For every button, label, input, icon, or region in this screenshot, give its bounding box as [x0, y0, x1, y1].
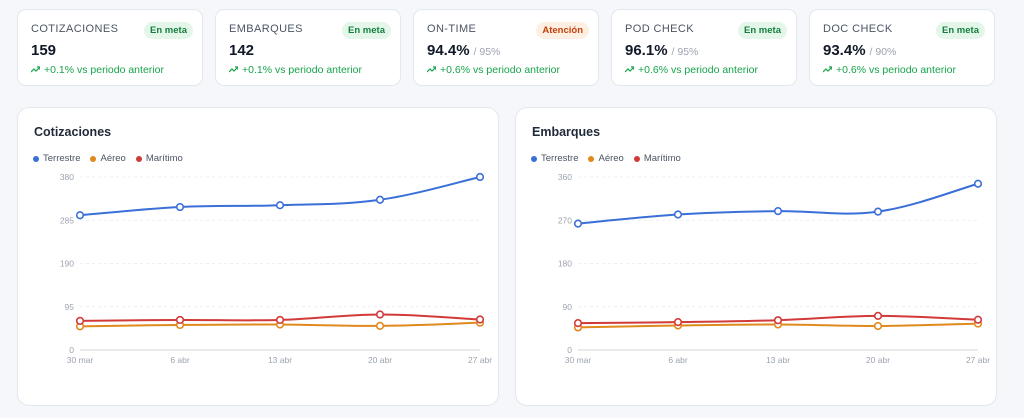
y-tick-label: 180	[558, 259, 572, 269]
kpi-card-on-time[interactable]: ON-TIME Atención 94.4%/ 95% +0.6% vs per…	[413, 9, 599, 86]
y-tick-label: 285	[60, 215, 74, 225]
status-badge: En meta	[144, 22, 193, 39]
legend-dot	[588, 155, 595, 162]
data-point[interactable]	[973, 179, 983, 188]
status-badge: Atención	[536, 22, 589, 39]
kpi-value: 96.1%/ 95%	[625, 42, 699, 59]
kpi-value: 93.4%/ 90%	[823, 42, 897, 59]
kpi-card-embarques[interactable]: EMBARQUES En meta 142 +0.1% vs periodo a…	[215, 9, 401, 86]
data-point[interactable]	[175, 315, 185, 325]
trend-up-icon	[31, 66, 40, 73]
y-tick-label: 95	[65, 302, 75, 312]
data-point[interactable]	[175, 202, 185, 212]
chart-panel-cotizaciones: Cotizaciones Terrestre Aéreo Marítimo 0 9…	[17, 107, 499, 406]
kpi-delta: +0.6% vs periodo anterior	[625, 64, 758, 76]
series-line	[577, 182, 979, 225]
data-point[interactable]	[973, 315, 983, 324]
y-tick-label: 0	[69, 345, 74, 355]
data-point[interactable]	[275, 201, 285, 210]
chart-title: Cotizaciones	[34, 125, 112, 139]
x-tick-label: 30 mar	[67, 355, 94, 365]
x-tick-label: 30 mar	[565, 355, 592, 365]
x-tick-label: 6 abr	[668, 355, 688, 365]
data-point[interactable]	[573, 318, 583, 328]
chart-title: Embarques	[532, 125, 601, 139]
data-point[interactable]	[873, 311, 883, 320]
legend-dot	[531, 155, 537, 162]
legend-item-aereo[interactable]: Aéreo	[90, 153, 126, 164]
kpi-delta: +0.1% vs periodo anterior	[31, 64, 164, 76]
data-point[interactable]	[475, 172, 485, 182]
status-badge: En meta	[936, 22, 985, 39]
kpi-delta: +0.6% vs periodo anterior	[823, 64, 956, 76]
chart-legend: Terrestre Aéreo Marítimo	[33, 153, 183, 164]
data-point[interactable]	[873, 321, 883, 331]
data-point[interactable]	[573, 219, 583, 228]
chart-panel-embarques: Embarques Terrestre Aéreo Marítimo 0 90 18…	[515, 107, 997, 406]
y-tick-label: 90	[563, 302, 573, 312]
kpi-title: POD CHECK	[625, 23, 694, 35]
legend-dot	[135, 155, 142, 162]
y-tick-label: 0	[567, 345, 572, 355]
kpi-card-doc-check[interactable]: DOC CHECK En meta 93.4%/ 90% +0.6% vs pe…	[809, 9, 995, 86]
legend-item-aereo[interactable]: Aéreo	[588, 153, 624, 164]
y-tick-label: 380	[60, 172, 74, 182]
data-point[interactable]	[75, 211, 85, 220]
kpi-value: 94.4%/ 95%	[427, 42, 501, 59]
data-point[interactable]	[773, 316, 783, 325]
legend-item-maritimo[interactable]: Marítimo	[135, 153, 183, 164]
kpi-title: ON-TIME	[427, 23, 477, 35]
line-chart-embarques: 0 90 180 270 360 30 mar 6 abr 13 abr 20 abr 27 ab…	[558, 172, 990, 365]
x-tick-label: 20 abr	[368, 355, 392, 365]
kpi-card-cotizaciones[interactable]: COTIZACIONES En meta 159 +0.1% vs period…	[17, 9, 203, 86]
kpi-title: COTIZACIONES	[31, 23, 119, 35]
legend-item-terrestre[interactable]: Terrestre	[33, 153, 80, 164]
legend-dot	[633, 155, 640, 162]
kpi-delta: +0.1% vs periodo anterior	[229, 64, 362, 76]
data-point[interactable]	[873, 207, 883, 216]
line-chart-cotizaciones: 0 95 190 285 380 30 mar 6 abr 13 abr 20 abr 27 ab…	[60, 172, 492, 365]
legend-dot	[90, 155, 97, 162]
legend-item-terrestre[interactable]: Terrestre	[531, 153, 578, 164]
data-point[interactable]	[375, 310, 385, 319]
data-point[interactable]	[773, 207, 783, 216]
y-tick-label: 270	[558, 215, 572, 225]
x-tick-label: 20 abr	[866, 355, 890, 365]
y-tick-label: 360	[558, 172, 572, 182]
trend-up-icon	[229, 66, 238, 73]
data-point[interactable]	[673, 210, 683, 219]
kpi-title: EMBARQUES	[229, 23, 303, 35]
data-point[interactable]	[673, 318, 683, 327]
kpi-card-pod-check[interactable]: POD CHECK En meta 96.1%/ 95% +0.6% vs pe…	[611, 9, 797, 86]
x-tick-label: 13 abr	[766, 355, 790, 365]
data-point[interactable]	[375, 195, 385, 204]
x-tick-label: 6 abr	[170, 355, 190, 365]
legend-dot	[33, 155, 39, 162]
kpi-value: 142	[229, 42, 255, 59]
x-tick-label: 27 abr	[966, 355, 990, 365]
data-point[interactable]	[475, 315, 485, 324]
status-badge: En meta	[738, 22, 787, 39]
y-tick-label: 190	[60, 259, 74, 269]
x-tick-label: 13 abr	[268, 355, 292, 365]
trend-up-icon	[427, 66, 436, 73]
trend-up-icon	[823, 66, 832, 73]
series-line	[79, 176, 481, 217]
trend-up-icon	[625, 66, 634, 73]
legend-item-maritimo[interactable]: Marítimo	[633, 153, 681, 164]
status-badge: En meta	[342, 22, 391, 39]
data-point[interactable]	[275, 315, 285, 325]
x-tick-label: 27 abr	[468, 355, 492, 365]
data-point[interactable]	[375, 321, 385, 330]
chart-legend: Terrestre Aéreo Marítimo	[531, 153, 681, 164]
kpi-delta: +0.6% vs periodo anterior	[427, 64, 560, 76]
kpi-value: 159	[31, 42, 57, 59]
data-point[interactable]	[75, 316, 85, 325]
kpi-title: DOC CHECK	[823, 23, 893, 35]
